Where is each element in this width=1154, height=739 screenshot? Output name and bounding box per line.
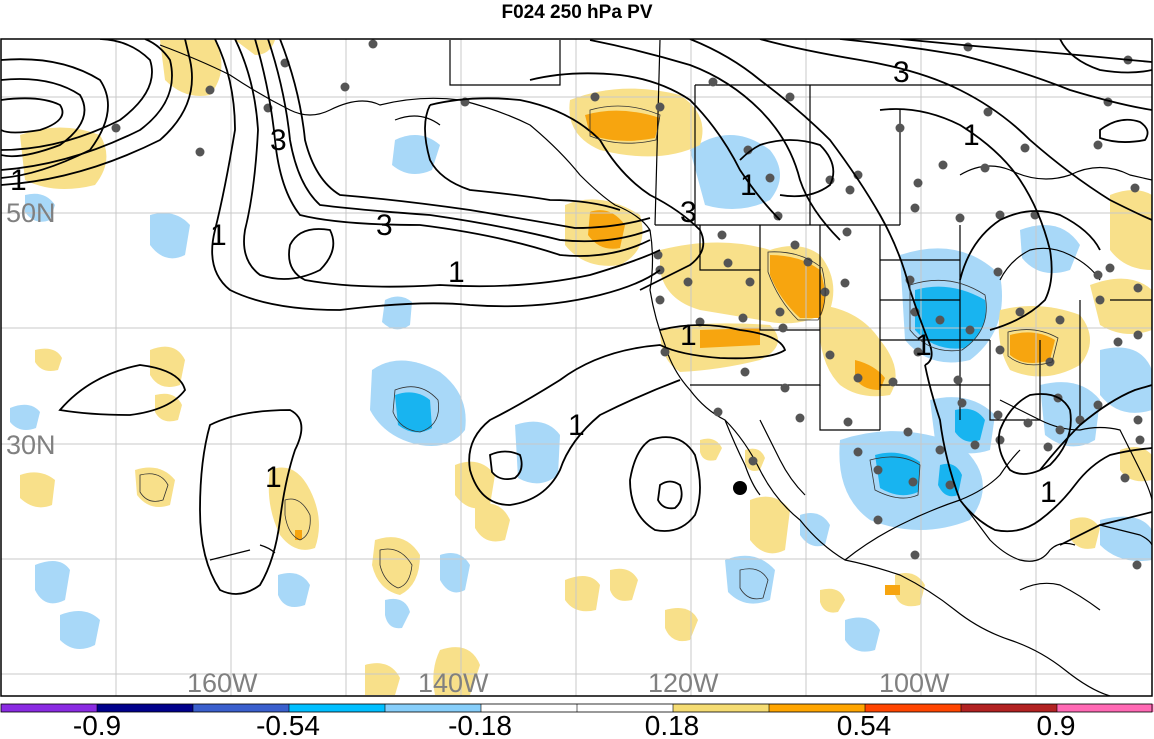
- colorbar-swatch: [97, 704, 194, 712]
- contour-label: 1: [680, 319, 697, 352]
- focus-point-marker: [733, 481, 747, 495]
- colorbar-swatch: [193, 704, 290, 712]
- contour-label-group: 1 3 3 1 1 3 1 1 1 1 3 1 1 1: [10, 56, 1057, 509]
- contour-label: 1: [740, 169, 757, 202]
- colorbar-swatch: [961, 704, 1058, 712]
- positive-pv-core: [295, 110, 1055, 595]
- colorbar-swatch: [865, 704, 962, 712]
- lat-lon-grid: [1, 39, 1152, 696]
- map-frame: [0, 38, 1153, 697]
- positive-pv-shading: [20, 40, 1152, 695]
- latitude-label-30n: 30N: [6, 430, 56, 460]
- colorbar-tick-label: -0.54: [256, 710, 320, 739]
- contour-label: 1: [568, 409, 585, 442]
- contour-label: 1: [210, 219, 227, 252]
- contour-label: 1: [448, 256, 465, 289]
- contour-label: 1: [10, 164, 27, 197]
- colorbar-frame: [0, 703, 1153, 713]
- colorbar-swatch: [481, 704, 578, 712]
- longitude-label-100w: 100W: [879, 668, 950, 698]
- chart-title: F024 250 hPa PV: [501, 2, 653, 23]
- colorbar-tick-labels: -0.9 -0.54 -0.18 0.18 0.54 0.9: [73, 710, 1076, 739]
- latitude-label-50n: 50N: [6, 198, 56, 228]
- contour-label: 1: [915, 329, 932, 362]
- contour-label: 1: [1040, 476, 1057, 509]
- colorbar-tick-label: 0.9: [1037, 710, 1076, 739]
- colorbar-swatch: [1057, 704, 1154, 712]
- contour-label: 1: [963, 119, 980, 152]
- colorbar: [0, 703, 1154, 713]
- contour-label: 3: [270, 124, 287, 157]
- colorbar-swatch: [1, 704, 98, 712]
- longitude-label-160w: 160W: [187, 668, 258, 698]
- colorbar-swatch: [577, 704, 674, 712]
- coastlines-and-borders: [159, 39, 1152, 696]
- longitude-label-120w: 120W: [648, 668, 719, 698]
- anomaly-thin-contours: [139, 105, 1059, 600]
- contour-label: 1: [265, 461, 282, 494]
- colorbar-swatch: [769, 704, 866, 712]
- colorbar-tick-label: -0.9: [73, 710, 121, 739]
- station-markers: [111, 39, 1145, 570]
- contour-label: 3: [376, 209, 393, 242]
- colorbar-tick-label: 0.18: [645, 710, 700, 739]
- colorbar-tick-label: -0.18: [448, 710, 512, 739]
- pv-contours: [1, 39, 1152, 595]
- colorbar-swatch: [289, 704, 386, 712]
- colorbar-swatch: [673, 704, 770, 712]
- colorbar-swatch: [385, 704, 482, 712]
- contour-label: 3: [680, 196, 697, 229]
- contour-label: 3: [893, 56, 910, 89]
- colorbar-tick-label: 0.54: [837, 710, 892, 739]
- longitude-label-140w: 140W: [418, 668, 489, 698]
